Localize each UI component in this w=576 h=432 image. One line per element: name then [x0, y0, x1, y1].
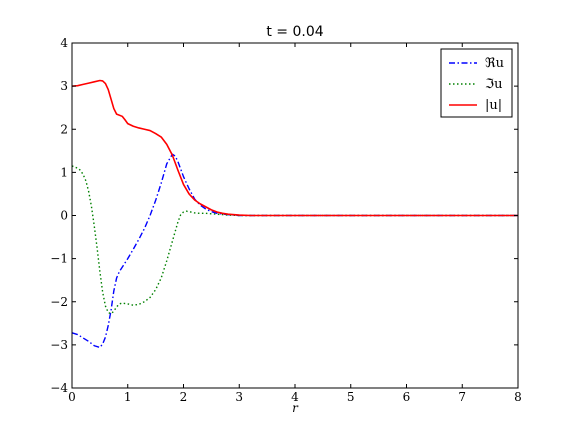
x-tick-label: 3	[235, 390, 243, 404]
legend: ℜu ℑu |u|	[440, 48, 513, 118]
legend-label-1: ℜu	[485, 56, 504, 71]
y-tick-label: 4	[60, 36, 68, 50]
x-tick-label: 4	[291, 390, 299, 404]
series-line-1	[71, 153, 518, 349]
series-layer	[71, 79, 518, 349]
x-tick-label: 7	[458, 390, 466, 404]
series-line-2	[71, 165, 518, 315]
series-line-3	[71, 79, 518, 217]
y-tick-label: −1	[50, 252, 68, 266]
x-tick-label: 0	[68, 390, 76, 404]
x-tick-label: 5	[347, 390, 355, 404]
y-tick-label: 3	[60, 79, 68, 93]
chart-title: t = 0.04	[266, 24, 323, 40]
y-tick-label: −3	[50, 338, 68, 352]
x-tick-label: 8	[514, 390, 522, 404]
x-tick-label: 6	[403, 390, 411, 404]
y-tick-label: −4	[50, 381, 68, 395]
y-tick-label: 0	[60, 209, 68, 223]
x-tick-label: 1	[124, 390, 132, 404]
x-tick-label: 2	[180, 390, 188, 404]
y-tick-label: 2	[60, 122, 68, 136]
y-tick-label: 1	[60, 165, 68, 179]
x-axis-label: r	[292, 401, 299, 415]
ticks-layer: 0 1 2 3 4 5 6 7 8 −4 −3 −2 −1 0 1 2 3 4	[50, 36, 522, 404]
legend-label-3: |u|	[485, 98, 502, 113]
y-tick-label: −2	[50, 295, 68, 309]
legend-label-2: ℑu	[485, 77, 502, 92]
